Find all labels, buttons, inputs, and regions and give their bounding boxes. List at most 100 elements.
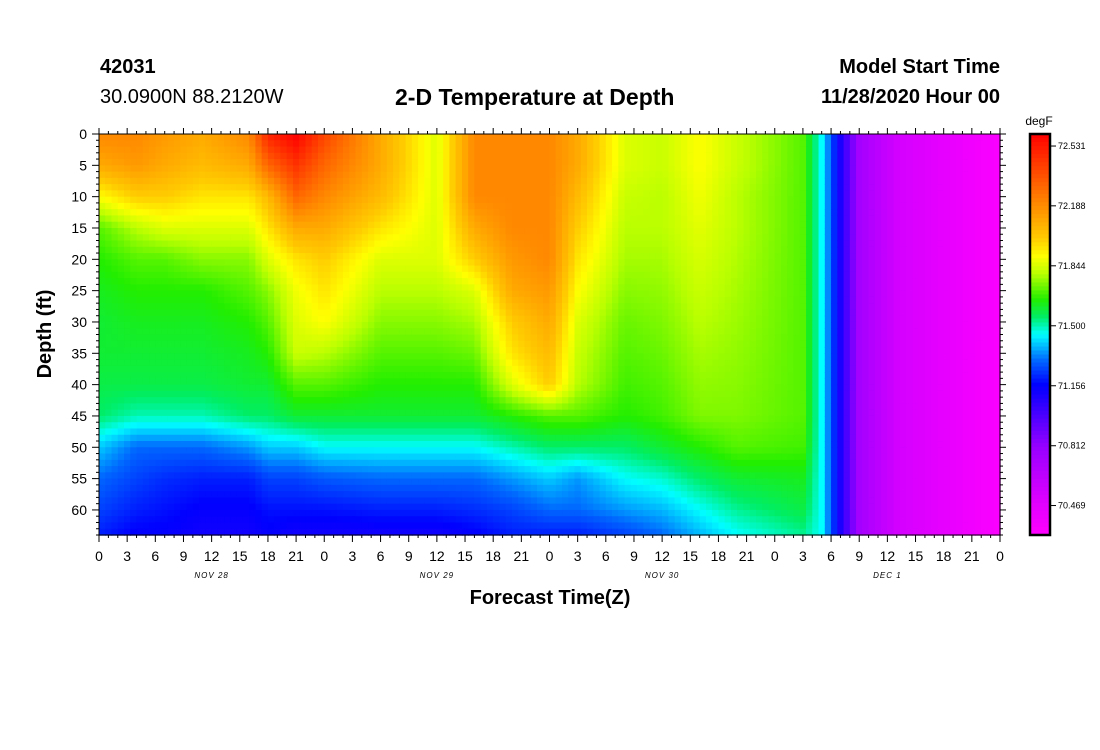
heatmap-cell: [386, 447, 394, 455]
heatmap-cell: [411, 221, 419, 229]
heatmap-cell: [368, 284, 376, 292]
heatmap-cell: [468, 353, 476, 361]
heatmap-cell: [305, 528, 313, 536]
heatmap-cell: [261, 428, 269, 436]
heatmap-cell: [505, 215, 513, 223]
heatmap-cell: [386, 221, 394, 229]
heatmap-cell: [349, 516, 357, 524]
heatmap-cell: [380, 177, 388, 185]
heatmap-cell: [199, 246, 207, 254]
heatmap-cell: [211, 497, 219, 505]
heatmap-cell: [199, 184, 207, 192]
heatmap-cell: [267, 415, 275, 423]
heatmap-cell: [255, 184, 263, 192]
heatmap-cell: [205, 459, 213, 467]
heatmap-cell: [361, 309, 369, 317]
heatmap-cell: [480, 303, 488, 311]
heatmap-cell: [117, 403, 125, 411]
heatmap-cell: [211, 152, 219, 160]
heatmap-cell: [474, 503, 482, 511]
heatmap-cell: [549, 290, 557, 298]
heatmap-cell: [211, 221, 219, 229]
heatmap-cell: [368, 265, 376, 273]
heatmap-cell: [361, 434, 369, 442]
heatmap-cell: [217, 309, 225, 317]
heatmap-cell: [286, 259, 294, 267]
heatmap-cell: [324, 328, 332, 336]
heatmap-cell: [493, 359, 501, 367]
heatmap-cell: [374, 484, 382, 492]
heatmap-cell: [155, 321, 163, 329]
heatmap-cell: [399, 397, 407, 405]
heatmap-cell: [224, 177, 232, 185]
heatmap-cell: [161, 315, 169, 323]
heatmap-cell: [524, 265, 532, 273]
heatmap-cell: [261, 478, 269, 486]
heatmap-cell: [430, 390, 438, 398]
heatmap-cell: [324, 259, 332, 267]
heatmap-cell: [580, 309, 588, 317]
heatmap-cell: [474, 466, 482, 474]
heatmap-cell: [261, 227, 269, 235]
heatmap-cell: [518, 447, 526, 455]
heatmap-cell: [242, 234, 250, 242]
heatmap-cell: [505, 459, 513, 467]
heatmap-cell: [518, 491, 526, 499]
heatmap-cell: [130, 290, 138, 298]
heatmap-cell: [324, 246, 332, 254]
heatmap-cell: [267, 403, 275, 411]
heatmap-cell: [499, 215, 507, 223]
heatmap-cell: [461, 397, 469, 405]
heatmap-cell: [117, 522, 125, 530]
heatmap-cell: [430, 196, 438, 204]
heatmap-cell: [205, 453, 213, 461]
heatmap-cell: [461, 497, 469, 505]
heatmap-cell: [324, 334, 332, 342]
heatmap-cell: [249, 334, 257, 342]
heatmap-cell: [161, 209, 169, 217]
heatmap-cell: [436, 334, 444, 342]
heatmap-cell: [499, 134, 507, 141]
heatmap-cell: [361, 177, 369, 185]
heatmap-cell: [180, 140, 188, 148]
heatmap-cell: [217, 284, 225, 292]
heatmap-cell: [224, 503, 232, 511]
heatmap-cell: [324, 365, 332, 373]
heatmap-cell: [355, 428, 363, 436]
heatmap-cell: [324, 472, 332, 480]
heatmap-cell: [99, 397, 106, 405]
heatmap-cell: [580, 441, 588, 448]
heatmap-cell: [224, 165, 232, 173]
heatmap-cell: [386, 491, 394, 499]
heatmap-cell: [361, 227, 369, 235]
heatmap-cell: [343, 171, 350, 179]
heatmap-cell: [368, 171, 376, 179]
heatmap-cell: [111, 221, 119, 229]
heatmap-cell: [524, 434, 532, 442]
heatmap-cell: [336, 253, 344, 261]
heatmap-cell: [136, 246, 144, 254]
heatmap-cell: [192, 196, 200, 204]
heatmap-cell: [574, 428, 582, 436]
heatmap-cell: [361, 184, 369, 192]
heatmap-cell: [267, 271, 275, 279]
heatmap-cell: [555, 390, 563, 398]
heatmap-cell: [443, 415, 451, 423]
heatmap-cell: [549, 152, 557, 160]
heatmap-cell: [99, 265, 106, 273]
heatmap-cell: [105, 271, 113, 279]
heatmap-cell: [368, 234, 376, 242]
heatmap-cell: [368, 484, 376, 492]
heatmap-cell: [480, 215, 488, 223]
heatmap-cell: [580, 290, 588, 298]
heatmap-cell: [543, 321, 551, 329]
heatmap-cell: [267, 253, 275, 261]
heatmap-cell: [255, 315, 263, 323]
heatmap-cell: [443, 184, 451, 192]
heatmap-cell: [324, 409, 332, 417]
heatmap-cell: [468, 190, 476, 198]
heatmap-cell: [443, 171, 451, 179]
heatmap-cell: [199, 177, 207, 185]
heatmap-cell: [242, 409, 250, 417]
heatmap-cell: [405, 491, 413, 499]
